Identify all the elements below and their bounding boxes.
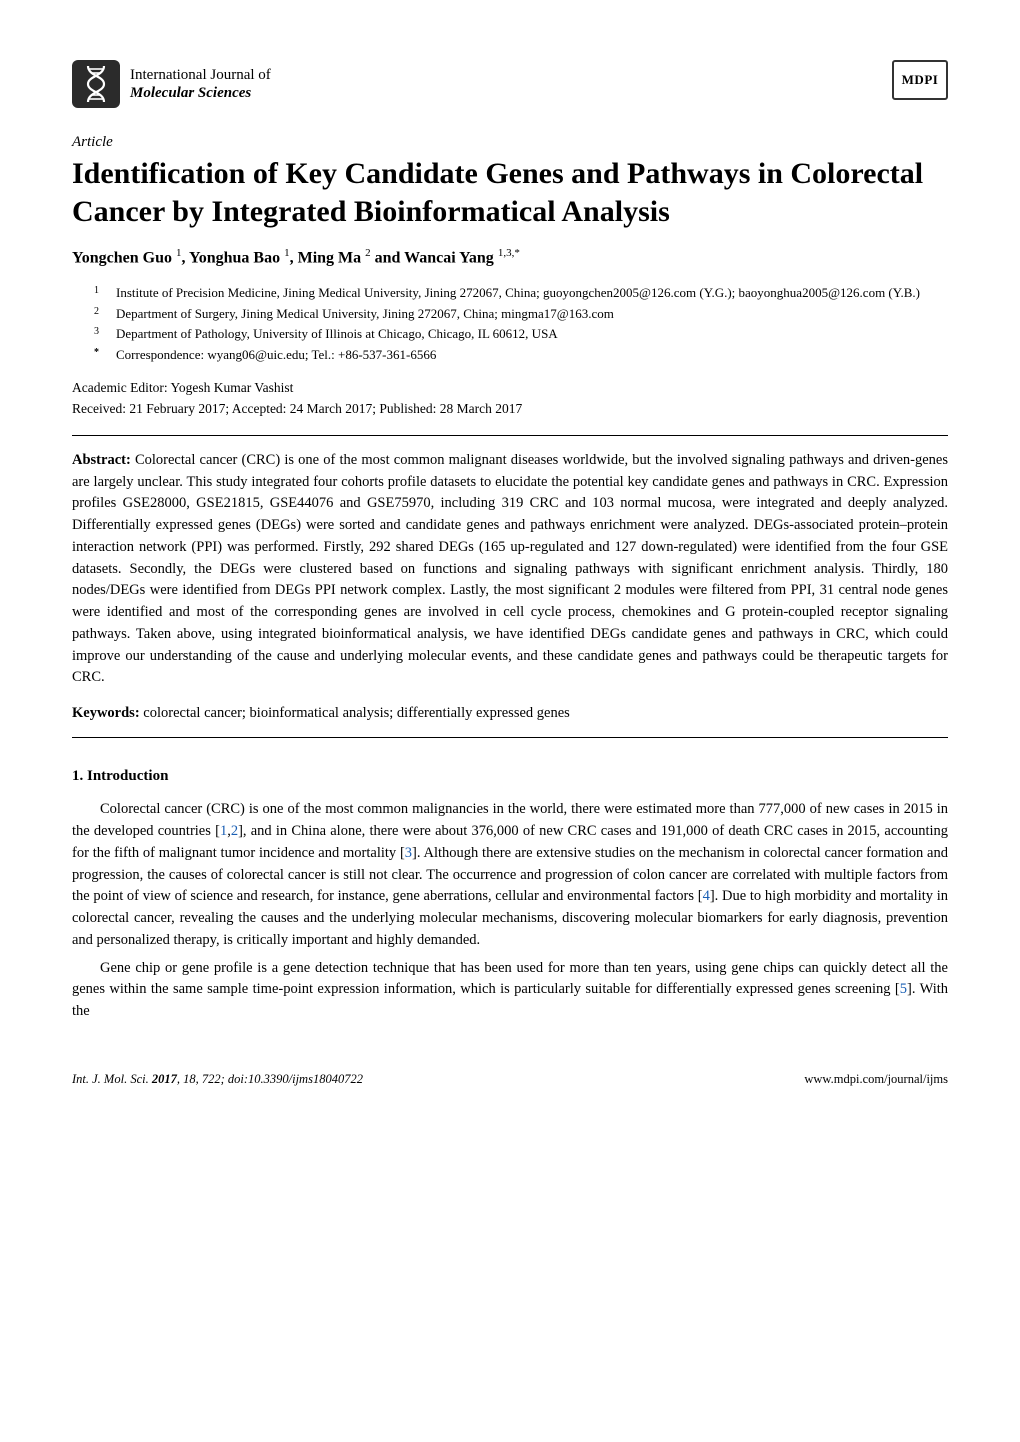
- author-3-sup: 2: [365, 247, 371, 259]
- abstract-block: Abstract: Colorectal cancer (CRC) is one…: [72, 435, 948, 739]
- authors-line: Yongchen Guo 1, Yonghua Bao 1, Ming Ma 2…: [72, 246, 948, 270]
- affiliation-2: 2 Department of Surgery, Jining Medical …: [94, 305, 948, 324]
- page-header: International Journal of Molecular Scien…: [72, 60, 948, 108]
- article-title: Identification of Key Candidate Genes an…: [72, 155, 948, 230]
- journal-name-line2: Molecular Sciences: [130, 84, 271, 102]
- journal-name-line1: International Journal of: [130, 66, 271, 84]
- abstract-label: Abstract:: [72, 452, 131, 468]
- author-1: Yongchen Guo: [72, 249, 172, 266]
- ref-link-3[interactable]: 3: [405, 845, 412, 861]
- footer-citation: Int. J. Mol. Sci. 2017, 18, 722; doi:10.…: [72, 1072, 363, 1086]
- journal-name: International Journal of Molecular Scien…: [130, 66, 271, 102]
- dna-icon: [72, 60, 120, 108]
- affiliation-2-num: 2: [94, 305, 102, 324]
- mdpi-logo: MDPI: [892, 60, 948, 100]
- academic-editor: Academic Editor: Yogesh Kumar Vashist: [72, 379, 948, 398]
- article-dates: Received: 21 February 2017; Accepted: 24…: [72, 400, 948, 419]
- page-footer: Int. J. Mol. Sci. 2017, 18, 722; doi:10.…: [72, 1071, 948, 1089]
- affiliation-3: 3 Department of Pathology, University of…: [94, 325, 948, 344]
- abstract-body: Colorectal cancer (CRC) is one of the mo…: [72, 452, 948, 686]
- article-type: Article: [72, 132, 948, 153]
- affiliation-3-text: Department of Pathology, University of I…: [116, 325, 558, 344]
- author-4: Wancai Yang: [404, 249, 494, 266]
- footer-left: Int. J. Mol. Sci. 2017, 18, 722; doi:10.…: [72, 1071, 363, 1089]
- journal-logo-block: International Journal of Molecular Scien…: [72, 60, 271, 108]
- section-1-heading: 1. Introduction: [72, 766, 948, 787]
- author-3: Ming Ma: [298, 249, 362, 266]
- keywords-paragraph: Keywords: colorectal cancer; bioinformat…: [72, 703, 948, 723]
- affiliation-1: 1 Institute of Precision Medicine, Jinin…: [94, 284, 948, 303]
- affiliation-corr: * Correspondence: wyang06@uic.edu; Tel.:…: [94, 346, 948, 365]
- ref-link-5[interactable]: 5: [900, 981, 907, 997]
- affiliation-corr-text: Correspondence: wyang06@uic.edu; Tel.: +…: [116, 346, 436, 365]
- author-4-sup: 1,3,*: [498, 247, 520, 259]
- author-1-sup: 1: [176, 247, 182, 259]
- ref-link-2[interactable]: 2: [231, 823, 238, 839]
- affiliation-corr-sym: *: [94, 346, 102, 365]
- intro-para-1: Colorectal cancer (CRC) is one of the mo…: [72, 799, 948, 951]
- affiliation-1-text: Institute of Precision Medicine, Jining …: [116, 284, 920, 303]
- affiliation-1-num: 1: [94, 284, 102, 303]
- affiliation-3-num: 3: [94, 325, 102, 344]
- intro-para-2: Gene chip or gene profile is a gene dete…: [72, 958, 948, 1023]
- author-2: Yonghua Bao: [189, 249, 280, 266]
- keywords-label: Keywords:: [72, 705, 140, 721]
- abstract-paragraph: Abstract: Colorectal cancer (CRC) is one…: [72, 450, 948, 689]
- author-2-sup: 1: [284, 247, 290, 259]
- affiliations: 1 Institute of Precision Medicine, Jinin…: [94, 284, 948, 365]
- intro-p2-seg1: Gene chip or gene profile is a gene dete…: [72, 960, 948, 998]
- ref-link-4[interactable]: 4: [703, 888, 710, 904]
- footer-right: www.mdpi.com/journal/ijms: [804, 1071, 948, 1089]
- affiliation-2-text: Department of Surgery, Jining Medical Un…: [116, 305, 614, 324]
- mdpi-logo-text: MDPI: [902, 71, 939, 89]
- keywords-body: colorectal cancer; bioinformatical analy…: [143, 705, 570, 721]
